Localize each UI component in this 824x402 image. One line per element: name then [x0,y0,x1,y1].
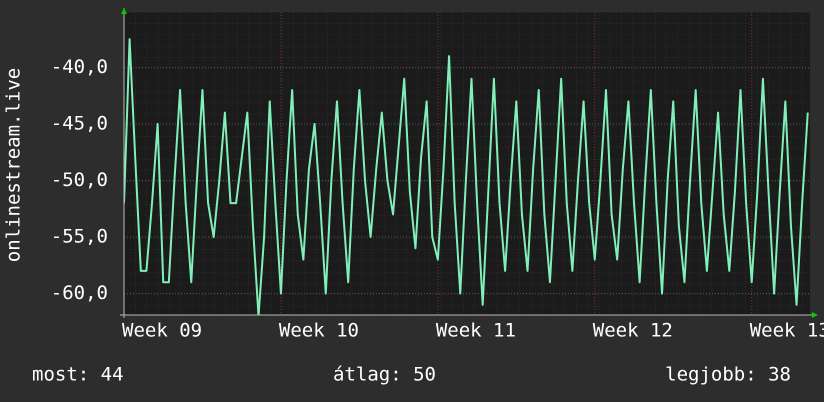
labels: -40,0 -45,0 -50,0 -55,0 -60,0 Week 09 Week 10 W… [51,56,824,342]
y-tick-label: -45,0 [51,112,108,134]
x-tick-label: Week 11 [436,320,516,342]
stat-best: legjobb: 38 [665,364,791,386]
x-tick-label: Week 10 [279,320,359,342]
stat-average: átlag: 50 [333,364,436,386]
y-arrow [121,8,127,14]
x-arrow [812,312,818,318]
y-tick-label: -50,0 [51,169,108,191]
x-tick-label: Week 09 [122,320,202,342]
y-tick-label: -60,0 [51,282,108,304]
series-line [124,38,809,315]
series [124,38,809,315]
y-tick-label: -40,0 [51,56,108,78]
x-tick-label: Week 12 [593,320,673,342]
y-axis-label: onlinestream.live [3,68,25,262]
stat-current: most: 44 [32,364,124,386]
y-tick-label: -55,0 [51,225,108,247]
x-tick-label: Week 13 [750,320,824,342]
